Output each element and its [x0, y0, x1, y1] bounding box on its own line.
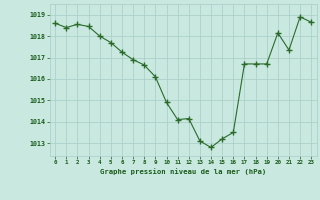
X-axis label: Graphe pression niveau de la mer (hPa): Graphe pression niveau de la mer (hPa) [100, 168, 266, 175]
